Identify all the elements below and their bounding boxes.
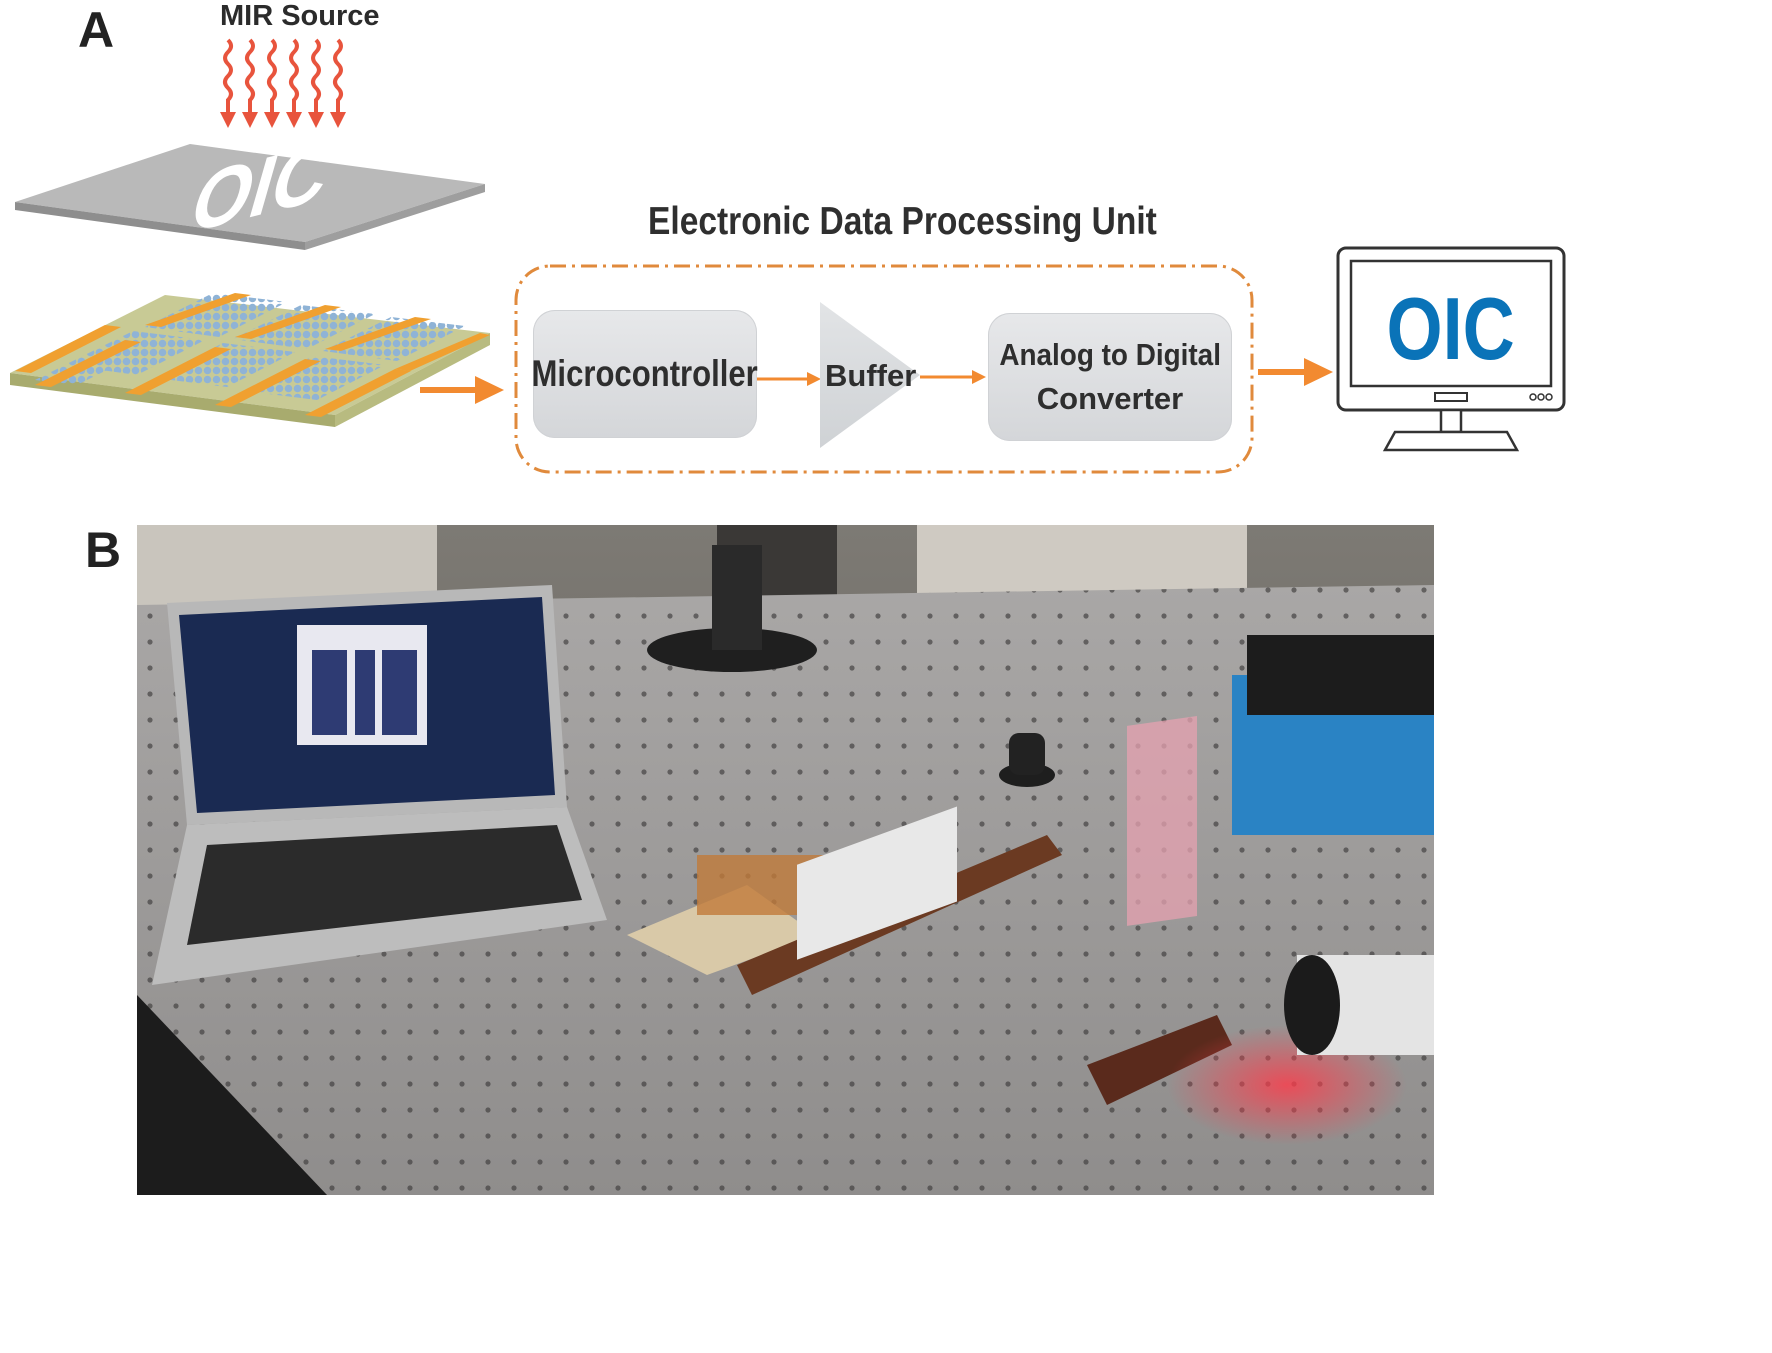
arrow-micro-to-buffer-icon	[757, 372, 821, 386]
microcontroller-block: Microcontroller	[531, 310, 759, 438]
arrow-epu-to-monitor-icon	[1258, 358, 1333, 386]
panel-a-label: A	[78, 2, 115, 58]
buffer-label: Buffer	[825, 358, 917, 393]
buffer-triangle	[820, 302, 920, 448]
lab-setup-photo	[137, 525, 1434, 1195]
mir-source-label: MIR Source	[220, 0, 380, 32]
sensor-array-chip	[10, 293, 490, 427]
epu-container	[514, 264, 1254, 474]
mir-radiation-icon	[220, 38, 346, 128]
adc-block: Analog to Digital Converter	[988, 313, 1232, 441]
epu-title: Electronic Data Processing Unit	[648, 200, 1157, 243]
adc-label-line1: Analog to Digital	[999, 337, 1221, 372]
arrow-buffer-to-adc-icon	[920, 370, 986, 384]
adc-label-line2: Converter	[1036, 381, 1184, 416]
oic-mask-sheet: OIC	[15, 140, 485, 250]
monitor-oic-text: OIC	[1386, 280, 1514, 378]
monitor-icon: OIC	[1336, 246, 1566, 452]
microcontroller-label: Microcontroller	[531, 353, 759, 394]
arrow-sensor-to-epu-icon	[420, 376, 504, 404]
panel-b-label: B	[85, 522, 122, 578]
